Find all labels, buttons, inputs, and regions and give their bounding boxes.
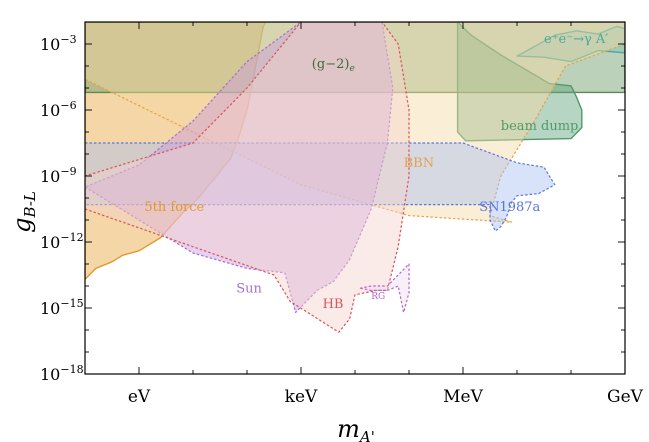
y-axis-label: gB-L — [8, 191, 39, 233]
y-tick-labels: 10−3 10−6 10−9 10−12 10−15 10−18 — [40, 33, 84, 384]
y-tick-label: 10−18 — [40, 363, 84, 384]
region-e-e-to-gamma-a — [516, 25, 625, 63]
region-label-sn1987a: SN1987a — [479, 200, 540, 215]
region-label-hb: HB — [323, 297, 344, 312]
x-tick-label: eV — [128, 387, 151, 407]
y-tick-label: 10−15 — [40, 297, 84, 318]
exclusion-regions — [85, 22, 625, 333]
axis-ticks — [84, 21, 626, 375]
region-label-beam-dump: beam dump — [501, 119, 579, 134]
y-tick-label: 10−12 — [40, 231, 84, 252]
region-sun — [85, 22, 394, 313]
region-hb — [85, 22, 410, 333]
x-tick-labels: eV keV MeV GeV — [128, 387, 644, 407]
region-label-bbn: BBN — [404, 156, 434, 171]
x-tick-label: GeV — [607, 387, 644, 407]
region-rg — [359, 263, 410, 313]
region-label-g-2-electron: (g−2)e — [312, 57, 355, 74]
y-tick-label: 10−6 — [40, 99, 77, 120]
region-g-2-electron — [85, 22, 625, 94]
region-labels: 5th force (g−2)e beam dump e⁺e⁻→γ A′ BBN SN19… — [144, 32, 608, 312]
region-label-sun: Sun — [236, 282, 262, 297]
x-tick-label: MeV — [443, 387, 483, 407]
y-tick-label: 10−3 — [40, 33, 77, 54]
x-axis-label: mA' — [337, 415, 375, 442]
region-label-5th-force: 5th force — [144, 200, 204, 215]
region-label-rg: RG — [371, 292, 385, 302]
y-tick-label: 10−9 — [40, 165, 77, 186]
region-beam-dump — [456, 22, 583, 142]
region-5th-force — [85, 22, 267, 281]
region-sn1987a — [85, 142, 556, 232]
region-label-e-e-to-gamma-a: e⁺e⁻→γ A′ — [544, 32, 608, 47]
x-tick-label: keV — [285, 387, 318, 407]
